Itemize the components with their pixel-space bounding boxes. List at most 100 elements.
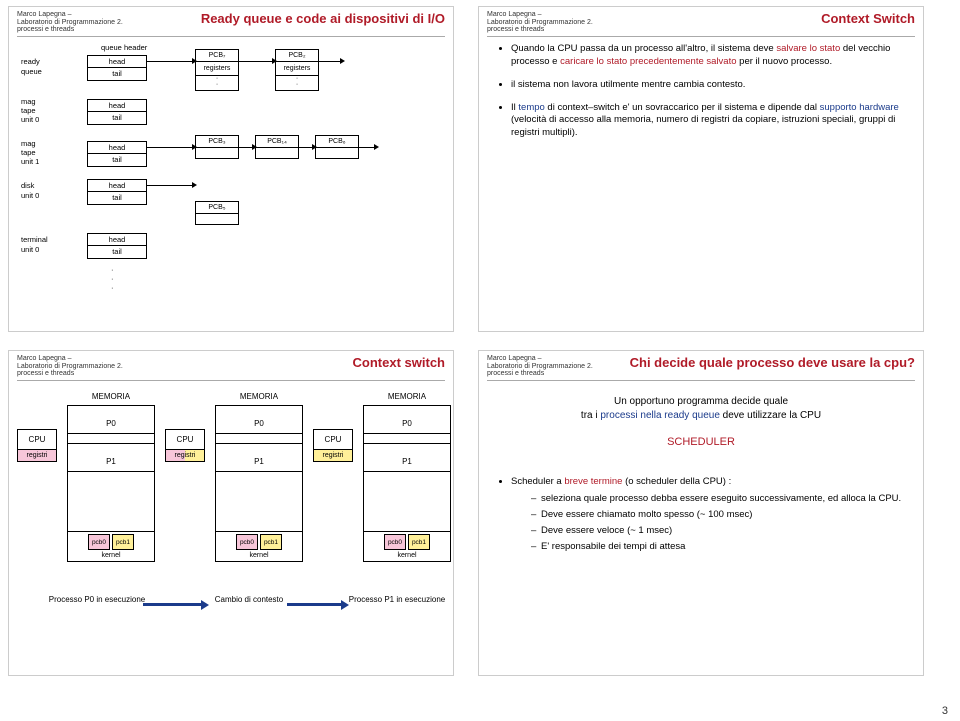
highlight: tempo	[518, 102, 544, 113]
pcb7: PCB₇ registers ··	[195, 49, 239, 91]
arrow	[239, 61, 273, 62]
page-number: 3	[942, 705, 948, 717]
mem-label: MEMORIA	[68, 392, 154, 401]
cpu-box-2: CPU registri	[165, 429, 205, 462]
mag0-l3: unit 0	[21, 115, 39, 124]
cpu-box-3: CPU registri	[313, 429, 353, 462]
mag0-l2: tape	[21, 106, 36, 115]
center-message: Un opportuno programma decide quale tra …	[507, 395, 895, 450]
author-topic: processi e threads	[17, 26, 123, 34]
highlight: supporto hardware	[820, 102, 899, 113]
author-name: Marco Lapegna –	[487, 11, 593, 19]
slide-header: Marco Lapegna – Laboratorio di Programma…	[487, 355, 915, 381]
mag0-l1: mag	[21, 97, 36, 106]
ready-queue-label-2: queue	[21, 67, 42, 76]
p1-seg: P1	[364, 444, 450, 472]
head-cell: head	[88, 142, 146, 154]
arrow	[147, 147, 193, 148]
blue-arrow-head	[201, 600, 209, 610]
slide-ready-queue: Marco Lapegna – Laboratorio di Programma…	[8, 6, 454, 332]
ready-queue-label-1: ready	[21, 57, 40, 66]
tail-cell: tail	[88, 112, 146, 124]
head-cell: head	[88, 180, 146, 192]
sub-bullet: Deve essere veloce (~ 1 msec)	[531, 525, 907, 538]
author-block: Marco Lapegna – Laboratorio di Programma…	[487, 11, 593, 34]
registri-label: registri	[314, 449, 352, 461]
blue-arrow-head	[341, 600, 349, 610]
bullet-list: Quando la CPU passa da un processo all'a…	[511, 43, 907, 140]
msg-line1: Un opportuno programma decide quale	[507, 395, 895, 409]
text: Quando la CPU passa da un processo all'a…	[511, 43, 776, 54]
bullet-scheduler: Scheduler a breve termine (o scheduler d…	[511, 476, 907, 553]
highlight: breve termine	[564, 476, 622, 487]
pcb0: pcb0	[236, 534, 258, 550]
pcb2: PCB₂ registers ··	[275, 49, 319, 91]
arrow	[319, 61, 341, 62]
slide-context-switch-text: Marco Lapegna – Laboratorio di Programma…	[478, 6, 924, 332]
arrow	[359, 147, 375, 148]
scheduler-label: SCHEDULER	[507, 435, 895, 450]
slide-title: Ready queue e code ai dispositivi di I/O	[123, 11, 445, 26]
cpu-label: CPU	[18, 430, 56, 449]
text: Scheduler a	[511, 476, 564, 487]
author-topic: processi e threads	[487, 26, 593, 34]
mem-block-1: MEMORIA P0 P1 pcb0 pcb1 kernel	[67, 405, 155, 562]
mag1-l2: tape	[21, 148, 36, 157]
term-l1: terminal	[21, 235, 48, 244]
p0-seg: P0	[216, 406, 302, 434]
bullet-list: Scheduler a breve termine (o scheduler d…	[511, 476, 907, 553]
author-name: Marco Lapegna –	[487, 355, 593, 363]
blue-arrow	[287, 603, 343, 606]
p0-seg: P0	[364, 406, 450, 434]
author-block: Marco Lapegna – Laboratorio di Programma…	[17, 355, 123, 378]
disk-l1: disk	[21, 181, 34, 190]
sub-bullet: E' responsabile dei tempi di attesa	[531, 541, 907, 554]
text: per il nuovo processo.	[737, 56, 833, 67]
queue-diagram: queue header ready queue head tail PCB₇ …	[17, 43, 445, 323]
cpu-box-1: CPU registri	[17, 429, 57, 462]
slide-title: Context Switch	[593, 11, 915, 26]
diagram-area: CPU registri MEMORIA P0 P1 pcb0 pcb1 ker…	[17, 387, 445, 667]
mem-block-2: MEMORIA P0 P1 pcb0 pcb1 kernel	[215, 405, 303, 562]
cpu-label: CPU	[166, 430, 204, 449]
highlight: salvare lo stato	[776, 43, 840, 54]
tail-cell: tail	[88, 68, 146, 80]
arrow	[147, 61, 193, 62]
caption-1: Processo P0 in esecuzione	[47, 595, 147, 604]
sub-bullet-list: seleziona quale processo debba essere es…	[531, 493, 907, 553]
mag1-l1: mag	[21, 139, 36, 148]
text: deve utilizzare la CPU	[720, 410, 821, 421]
author-block: Marco Lapegna – Laboratorio di Programma…	[487, 355, 593, 378]
author-lab: Laboratorio di Programmazione 2.	[17, 19, 123, 27]
bullet-2: il sistema non lavora utilmente mentre c…	[511, 79, 907, 92]
queue-header-label: queue header	[101, 43, 147, 52]
slide-title: Chi decide quale processo deve usare la …	[593, 355, 915, 370]
arrow	[299, 147, 313, 148]
sub-bullet: seleziona quale processo debba essere es…	[531, 493, 907, 506]
kernel-label: kernel	[364, 552, 450, 561]
author-name: Marco Lapegna –	[17, 11, 123, 19]
author-lab: Laboratorio di Programmazione 2.	[487, 19, 593, 27]
registri-label: registri	[166, 449, 204, 461]
text: tra i	[581, 410, 600, 421]
blue-arrow	[143, 603, 203, 606]
term-l2: unit 0	[21, 245, 39, 254]
mag1-l3: unit 1	[21, 157, 39, 166]
slide-header: Marco Lapegna – Laboratorio di Programma…	[487, 11, 915, 37]
text: di context–switch e' un sovraccarico per…	[545, 102, 820, 113]
pcb3: PCB₃	[195, 135, 239, 159]
pcb0: pcb0	[88, 534, 110, 550]
author-name: Marco Lapegna –	[17, 355, 123, 363]
slide-scheduler: Marco Lapegna – Laboratorio di Programma…	[478, 350, 924, 676]
slide-header: Marco Lapegna – Laboratorio di Programma…	[17, 11, 445, 37]
text: (o scheduler della CPU) :	[622, 476, 731, 487]
bullet-3: Il tempo di context–switch e' un sovracc…	[511, 102, 907, 140]
p0-seg: P0	[68, 406, 154, 434]
p1-seg: P1	[216, 444, 302, 472]
head-cell: head	[88, 234, 146, 246]
author-lab: Laboratorio di Programmazione 2.	[487, 363, 593, 371]
kernel-label: kernel	[216, 552, 302, 561]
mem-block-3: MEMORIA P0 P1 pcb0 pcb1 kernel	[363, 405, 451, 562]
kernel-label: kernel	[68, 552, 154, 561]
dots: ···	[111, 265, 114, 292]
